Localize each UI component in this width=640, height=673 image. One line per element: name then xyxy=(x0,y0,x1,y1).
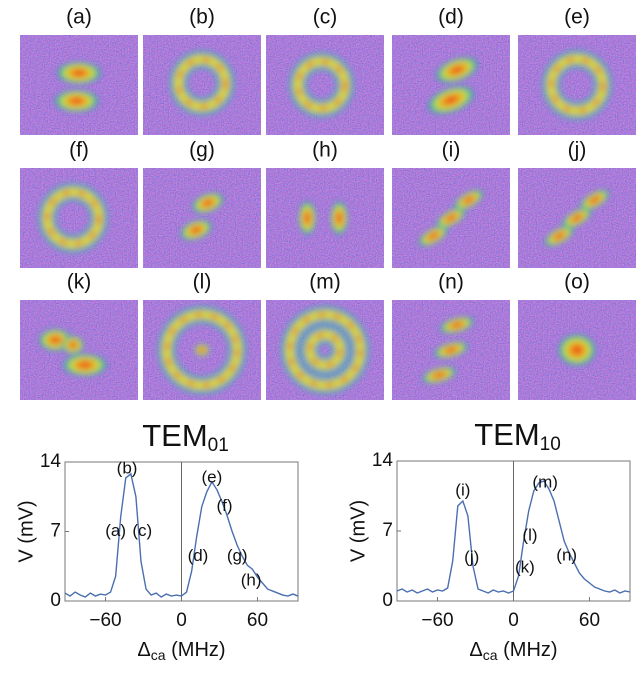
panel-label: (i) xyxy=(442,139,461,162)
chart-title-subscript: 10 xyxy=(540,434,561,455)
panel-label: (j) xyxy=(568,139,587,162)
peak-annotation: (h) xyxy=(241,571,262,590)
peak-annotation: (b) xyxy=(117,458,138,477)
chart-title-subscript: 01 xyxy=(208,435,229,456)
intensity-lobe xyxy=(61,335,85,355)
panel-label: (b) xyxy=(189,6,215,29)
peak-annotation: (f) xyxy=(217,496,233,515)
peak-annotation: (d) xyxy=(188,546,209,565)
panel-label: (n) xyxy=(438,271,464,294)
image-panel xyxy=(266,300,384,400)
intensity-lobe xyxy=(330,200,349,236)
x-tick-label: 0 xyxy=(508,610,519,631)
y-axis-label: V (mV) xyxy=(15,500,37,562)
intensity-lobe xyxy=(61,353,108,377)
intensity-lobe xyxy=(298,200,317,236)
peak-annotation: (g) xyxy=(227,546,248,565)
image-panel xyxy=(143,35,261,135)
chart-title-main: TEM xyxy=(474,417,539,452)
figure: (a) (b) (c) (d) (e) (f) (g) (h) (i) (j) (k) (l) (m) (… xyxy=(0,0,640,673)
image-panel xyxy=(392,300,510,400)
x-axis-label: Δca (MHz) xyxy=(137,639,225,662)
y-tick-label: 14 xyxy=(40,451,62,472)
panel-background xyxy=(518,35,636,135)
y-tick-label: 7 xyxy=(382,520,393,541)
panel-background xyxy=(20,168,138,268)
x-axis-label: Δca (MHz) xyxy=(469,639,557,662)
beam-profile xyxy=(557,333,597,367)
panel-label: (k) xyxy=(67,271,92,294)
intensity-lobe xyxy=(557,333,597,367)
panel-label: (d) xyxy=(438,6,464,29)
image-panel xyxy=(20,300,138,400)
chart-title: TEM10 xyxy=(474,417,561,455)
peak-annotation: (a) xyxy=(105,521,126,540)
image-panel xyxy=(392,168,510,268)
x-axis-label-symbol: Δ xyxy=(137,639,150,661)
panel-label: (e) xyxy=(564,6,590,29)
panel-background xyxy=(392,35,510,135)
intensity-lobe xyxy=(55,61,102,85)
peak-annotation: (e) xyxy=(202,467,223,486)
image-panel xyxy=(143,300,261,400)
x-axis-label-unit: (MHz) xyxy=(503,639,557,661)
intensity-lobe xyxy=(53,89,100,113)
image-panel xyxy=(518,35,636,135)
image-panel xyxy=(518,168,636,268)
panel-background xyxy=(143,168,261,268)
panel-background xyxy=(143,35,261,135)
image-panel xyxy=(20,35,138,135)
x-axis-label-subscript: ca xyxy=(151,647,166,663)
panel-background xyxy=(266,35,384,135)
image-panel xyxy=(266,168,384,268)
x-tick-label: −60 xyxy=(421,610,453,631)
x-tick-label: 60 xyxy=(247,610,268,631)
y-tick-label: 0 xyxy=(50,590,61,611)
image-panel xyxy=(518,300,636,400)
x-tick-label: −60 xyxy=(89,610,121,631)
panel-label: (f) xyxy=(69,139,89,162)
panel-label: (o) xyxy=(564,271,590,294)
y-tick-label: 14 xyxy=(372,450,394,471)
panel-label: (l) xyxy=(193,271,212,294)
x-tick-label: 60 xyxy=(579,610,600,631)
x-axis-label-symbol: Δ xyxy=(469,639,482,661)
panel-label: (a) xyxy=(66,6,92,29)
peak-annotation: (j) xyxy=(464,547,479,566)
image-panel xyxy=(20,168,138,268)
y-tick-label: 7 xyxy=(50,521,61,542)
chart-title: TEM01 xyxy=(142,418,229,456)
panel-background xyxy=(266,168,384,268)
x-axis-label-subscript: ca xyxy=(483,647,498,663)
intensity-lobe xyxy=(194,343,211,357)
x-tick-label: 0 xyxy=(176,610,187,631)
image-panel xyxy=(266,35,384,135)
panel-label: (h) xyxy=(312,139,338,162)
image-panel xyxy=(143,168,261,268)
y-axis-label: V (mV) xyxy=(347,500,369,562)
peak-annotation: (m) xyxy=(532,472,557,491)
peak-annotation: (k) xyxy=(515,557,535,576)
x-axis-label-unit: (MHz) xyxy=(171,639,225,661)
panel-label: (m) xyxy=(309,271,340,294)
y-tick-label: 0 xyxy=(382,590,393,611)
panel-label: (g) xyxy=(189,139,215,162)
panel-label: (c) xyxy=(313,6,338,29)
image-panel xyxy=(392,35,510,135)
peak-annotation: (n) xyxy=(556,545,577,564)
peak-annotation: (c) xyxy=(132,521,152,540)
peak-annotation: (i) xyxy=(455,480,470,499)
chart-title-main: TEM xyxy=(142,418,207,453)
peak-annotation: (l) xyxy=(522,525,537,544)
